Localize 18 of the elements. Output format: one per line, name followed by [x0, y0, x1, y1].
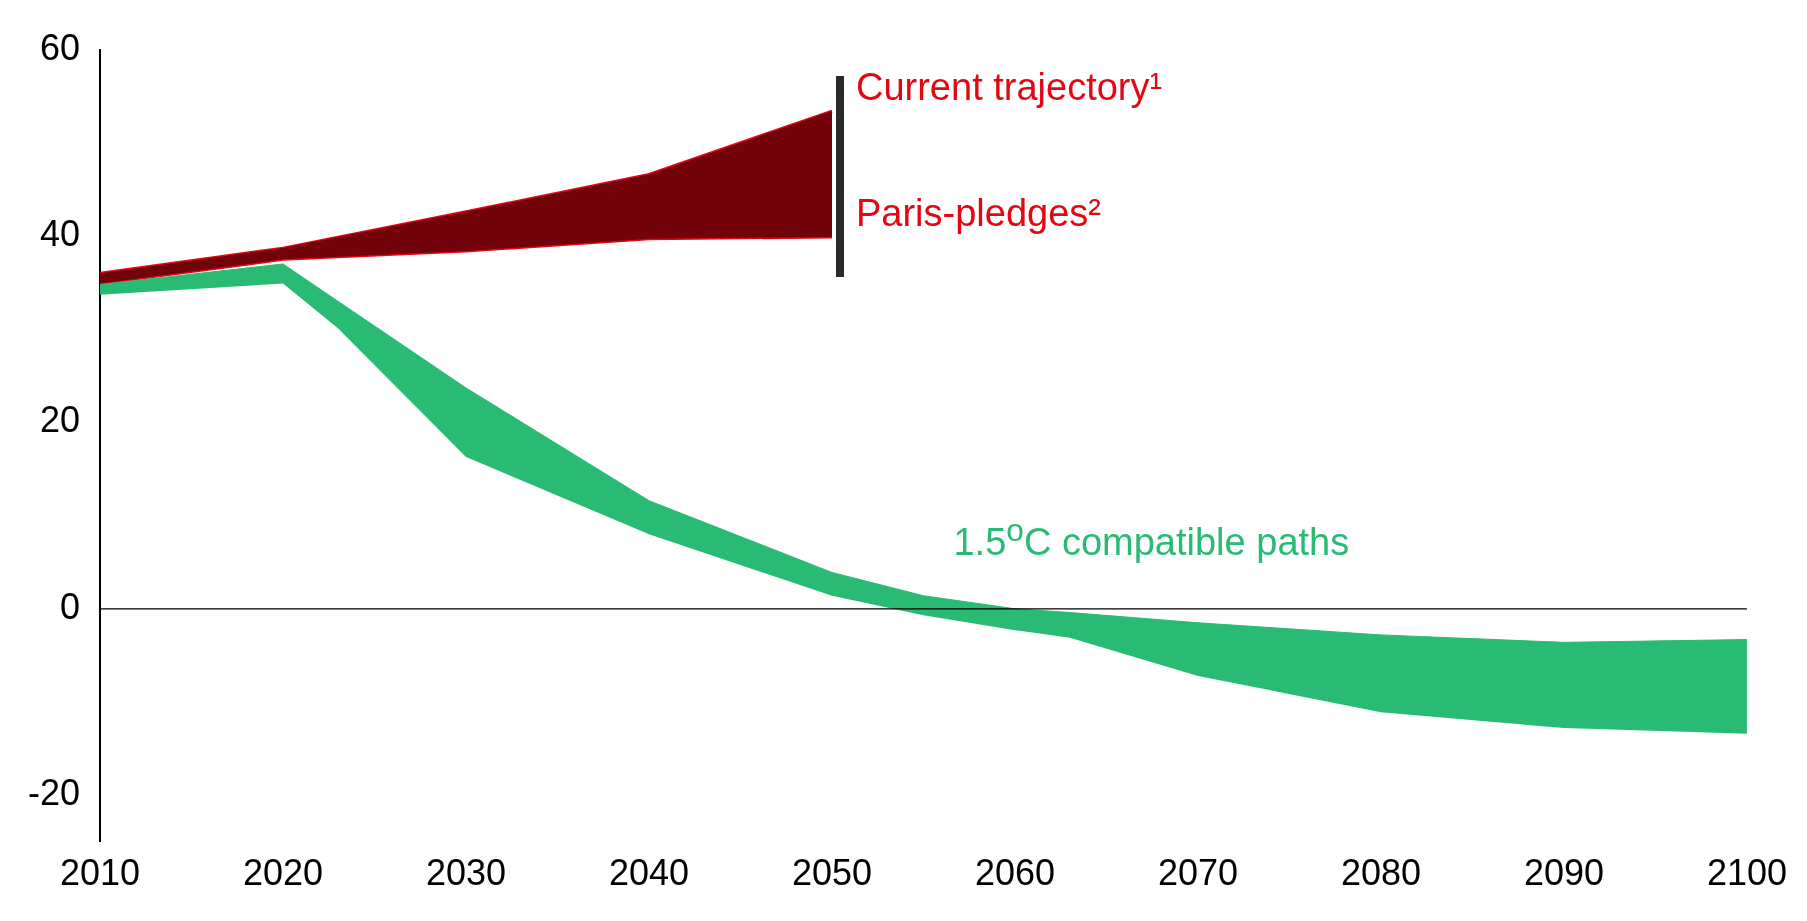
y-tick-label: 0	[60, 585, 81, 627]
x-tick-label: 2080	[1340, 852, 1422, 894]
x-tick-label: 2100	[1706, 852, 1787, 894]
y-tick-label: 60	[39, 26, 81, 68]
annotation: Paris-pledges²	[855, 190, 1101, 236]
annotation: Current trajectory¹	[855, 65, 1163, 111]
series-label: 1.5$^{o}$C compatible paths	[953, 510, 1350, 565]
y-tick-label: 40	[39, 212, 81, 254]
x-tick-label: 2070	[1157, 852, 1239, 894]
x-tick-label: 2090	[1523, 852, 1605, 894]
x-tick-label: 2060	[974, 852, 1056, 894]
x-tick-label: 2040	[608, 852, 690, 894]
x-tick-label: 2030	[425, 852, 507, 894]
y-tick-label: 20	[39, 399, 81, 441]
x-tick-label: 2050	[791, 852, 873, 894]
x-tick-label: 2020	[242, 852, 324, 894]
y-tick-label: -20	[28, 772, 81, 814]
x-tick-label: 2010	[59, 852, 141, 894]
